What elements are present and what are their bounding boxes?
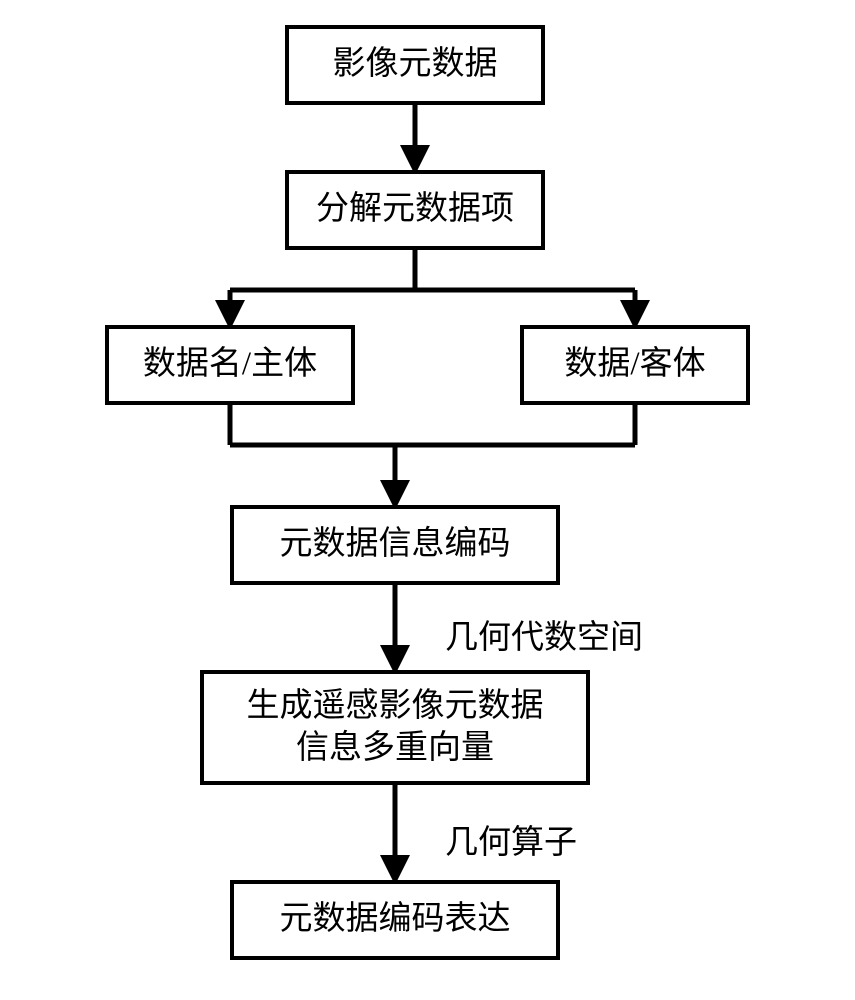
node-dataname-subject: 数据名/主体 bbox=[105, 325, 355, 405]
edge-label-geometric-algebra-space: 几何代数空间 bbox=[445, 610, 643, 658]
node-encoding-expression: 元数据编码表达 bbox=[230, 880, 560, 960]
node-image-metadata: 影像元数据 bbox=[285, 25, 545, 105]
node-label: 数据名/主体 bbox=[143, 344, 317, 385]
node-label: 元数据编码表达 bbox=[280, 899, 511, 940]
edge-label-geometric-operator: 几何算子 bbox=[445, 815, 577, 863]
node-label: 分解元数据项 bbox=[316, 189, 514, 230]
flowchart-canvas: 影像元数据 分解元数据项 数据名/主体 数据/客体 元数据信息编码 生成遥感影像… bbox=[0, 0, 855, 1000]
node-label: 影像元数据 bbox=[333, 44, 498, 85]
node-label: 生成遥感影像元数据 信息多重向量 bbox=[247, 686, 544, 769]
node-generate-multivector: 生成遥感影像元数据 信息多重向量 bbox=[200, 670, 590, 785]
node-label: 元数据信息编码 bbox=[280, 524, 511, 565]
edges-layer bbox=[0, 0, 855, 1000]
node-metadata-encoding: 元数据信息编码 bbox=[230, 505, 560, 585]
node-label: 数据/客体 bbox=[564, 344, 705, 385]
node-data-object: 数据/客体 bbox=[520, 325, 750, 405]
node-decompose-items: 分解元数据项 bbox=[285, 170, 545, 250]
